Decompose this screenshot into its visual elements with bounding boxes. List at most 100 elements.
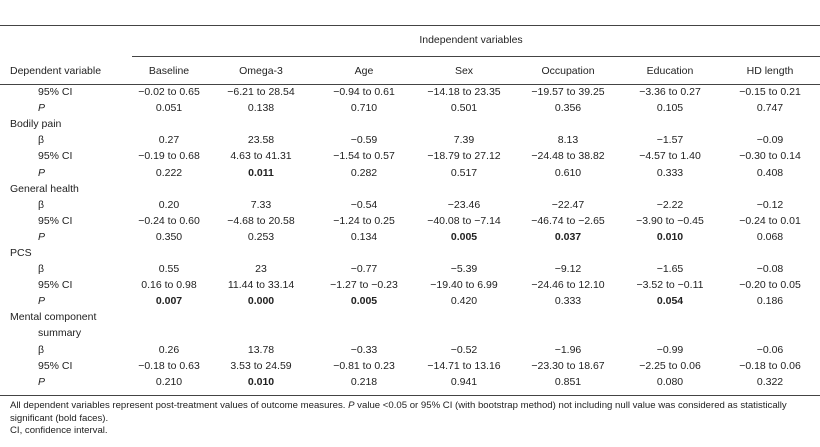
- table-cell: 0.710: [350, 102, 378, 115]
- statistic-label: P: [38, 295, 46, 308]
- table-row: 95% CI −0.19 to 0.68 4.63 to 41.31 −1.54 to…: [0, 148, 820, 164]
- table-cell: −22.47: [551, 198, 585, 211]
- section-label: General health: [10, 182, 79, 195]
- table-cell: 7.33: [250, 198, 272, 211]
- table-cell: 0.080: [656, 375, 684, 388]
- table-cell: 0.941: [450, 375, 478, 388]
- table-cell: −0.54: [350, 198, 378, 211]
- table-row: Mental component: [0, 309, 820, 325]
- table-row: P 0.210 0.010 0.218 0.941 0.851 0.080 0.322: [0, 374, 820, 390]
- table-cell: 0.005: [350, 295, 378, 308]
- table-cell: −3.90 to −0.45: [636, 214, 704, 227]
- table-cell: 0.20: [158, 198, 180, 211]
- column-header-occupation: Occupation: [541, 65, 595, 77]
- table-cell: 0.068: [756, 230, 784, 243]
- table-cell: −0.77: [350, 263, 378, 276]
- table-cell: 0.010: [656, 230, 684, 243]
- table-cell: 0.16 to 0.98: [141, 279, 197, 292]
- table-cell: 0.55: [158, 263, 180, 276]
- table-cell: 0.005: [450, 230, 478, 243]
- table-cell: −23.46: [447, 198, 481, 211]
- table-cell: −40.08 to −7.14: [427, 214, 501, 227]
- table-cell: 0.408: [756, 166, 784, 179]
- table-row: Bodily pain: [0, 116, 820, 132]
- table-cell: 0.138: [247, 102, 275, 115]
- table-cell: 0.26: [158, 343, 180, 356]
- table-row: β 0.20 7.33 −0.54 −23.46 −22.47 −2.22 −0.12: [0, 197, 820, 213]
- table-cell: −46.74 to −2.65: [531, 214, 605, 227]
- table-footnote: All dependent variables represent post-t…: [10, 400, 810, 438]
- dependent-variable-header: Dependent variable: [10, 65, 102, 77]
- table-cell: −1.27 to −0.23: [330, 279, 398, 292]
- table-cell: 0.747: [756, 102, 784, 115]
- table-cell: 0.356: [554, 102, 582, 115]
- table-cell: 7.39: [453, 134, 475, 147]
- table-cell: −9.12: [554, 263, 582, 276]
- table-cell: −19.57 to 39.25: [531, 86, 605, 99]
- table-cell: −0.02 to 0.65: [138, 86, 200, 99]
- column-header-hd-length: HD length: [746, 65, 794, 77]
- table-cell: −3.52 to −0.11: [636, 279, 704, 292]
- table-cell: −0.09: [756, 134, 784, 147]
- table-cell: 3.53 to 24.59: [230, 359, 292, 372]
- table-cell: 0.322: [756, 375, 784, 388]
- table-cell: 0.134: [350, 230, 378, 243]
- table-cell: 0.011: [248, 166, 274, 179]
- table-row: P 0.350 0.253 0.134 0.005 0.037 0.010 0.068: [0, 229, 820, 245]
- table-cell: 0.517: [450, 166, 478, 179]
- table-cell: 0.610: [554, 166, 582, 179]
- statistic-label: β: [38, 343, 45, 356]
- table-cell: 13.78: [247, 343, 275, 356]
- table-cell: −0.08: [756, 263, 784, 276]
- table-row: β 0.55 23 −0.77 −5.39 −9.12 −1.65 −0.08: [0, 261, 820, 277]
- statistic-label: P: [38, 375, 46, 388]
- table-cell: 23.58: [247, 134, 275, 147]
- table-cell: −0.18 to 0.06: [739, 359, 801, 372]
- results-table: Dependent variable Baseline Omega-3 Age …: [0, 58, 820, 390]
- table-row: 95% CI −0.18 to 0.63 3.53 to 24.59 −0.81 to…: [0, 358, 820, 374]
- table-cell: −23.30 to 18.67: [531, 359, 605, 372]
- statistic-label: 95% CI: [38, 214, 73, 227]
- table-cell: 0.218: [350, 375, 378, 388]
- table-cell: 23: [255, 263, 267, 276]
- table-row: 95% CI −0.24 to 0.60 −4.68 to 20.58 −1.24 t…: [0, 213, 820, 229]
- column-header-omega-3: Omega-3: [239, 65, 283, 77]
- table-cell: −1.65: [656, 263, 684, 276]
- independent-span-rule: [132, 56, 820, 57]
- table-cell: 0.222: [155, 166, 183, 179]
- table-cell: 0.007: [155, 295, 183, 308]
- table-cell: −0.81 to 0.23: [333, 359, 395, 372]
- column-header-baseline: Baseline: [148, 65, 190, 77]
- header-row: Dependent variable Baseline Omega-3 Age …: [0, 58, 820, 84]
- statistic-label: P: [38, 166, 46, 179]
- table-cell: −0.33: [350, 343, 378, 356]
- table-cell: 0.051: [155, 102, 183, 115]
- table-cell: −18.79 to 27.12: [427, 150, 501, 163]
- table-cell: 0.282: [350, 166, 378, 179]
- table-cell: 0.851: [554, 375, 582, 388]
- table-cell: −0.30 to 0.14: [739, 150, 801, 163]
- statistic-label: β: [38, 134, 45, 147]
- footnote-significance: All dependent variables represent post-t…: [10, 400, 787, 424]
- statistic-label: 95% CI: [38, 279, 73, 292]
- table-cell: −2.25 to 0.06: [639, 359, 701, 372]
- table-cell: 0.105: [656, 102, 684, 115]
- table-cell: −0.99: [656, 343, 684, 356]
- table-cell: 0.501: [450, 102, 478, 115]
- table-cell: 0.054: [656, 295, 684, 308]
- table-cell: −0.15 to 0.21: [739, 86, 801, 99]
- column-header-sex: Sex: [454, 65, 474, 77]
- table-cell: 0.186: [756, 295, 784, 308]
- table-cell: 0.350: [155, 230, 183, 243]
- section-label: Mental component: [10, 311, 97, 324]
- table-row: P 0.222 0.011 0.282 0.517 0.610 0.333 0.408: [0, 164, 820, 180]
- table-cell: 8.13: [557, 134, 579, 147]
- table-cell: 0.037: [554, 230, 582, 243]
- table-cell: −24.48 to 38.82: [531, 150, 605, 163]
- table-cell: −0.24 to 0.60: [138, 214, 200, 227]
- table-cell: −4.68 to 20.58: [227, 214, 295, 227]
- table-cell: −1.57: [656, 134, 684, 147]
- table-cell: −0.20 to 0.05: [739, 279, 801, 292]
- table-cell: −0.59: [350, 134, 378, 147]
- table-cell: −3.36 to 0.27: [639, 86, 701, 99]
